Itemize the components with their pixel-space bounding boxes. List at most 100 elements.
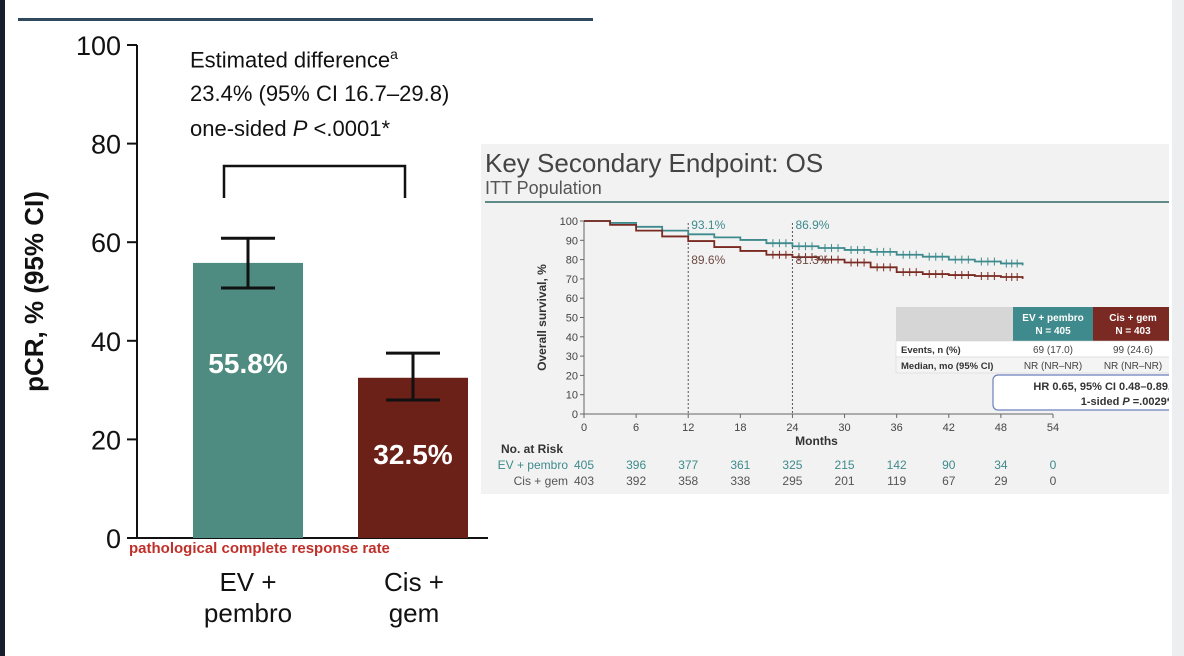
landmark-label-cis-gem: 89.6% [691,253,725,267]
hr-line2: 1-sided P =.0029* [1081,396,1169,408]
hr-line1: HR 0.65, 95% CI 0.48–0.89, [1033,381,1169,393]
estimated-difference-line: Estimated differencea [190,46,398,73]
bar-cis-gem [358,377,468,538]
y-tick-label: 100 [76,31,121,61]
risk-row-value: 119 [887,474,906,488]
table-header-cell [1013,307,1093,341]
estimated-difference-superscript: a [390,46,398,62]
km-x-axis-title: Months [795,434,838,448]
risk-row-value: 67 [942,474,956,488]
km-x-tick-label: 48 [995,422,1007,434]
km-y-axis-title: Overall survival, % [535,264,549,371]
table-row-value: NR (NR–NR) [1104,361,1162,372]
bar-ev-pembro [193,262,303,538]
km-y-tick-label: 20 [566,370,578,382]
hr-line2-value: =.0029* [1130,396,1169,408]
category-label-ev-pembro-line1: EV + [219,567,277,597]
category-label-cis-gem-line1: Cis + [384,567,444,597]
risk-row-value: 338 [730,474,750,488]
risk-row-value: 0 [1050,458,1057,472]
risk-row-value: 325 [782,458,802,472]
category-label-ev-pembro: EV + pembro [178,567,318,629]
km-x-tick-label: 24 [786,422,798,434]
category-label-cis-gem: Cis + gem [344,567,484,629]
risk-row-value: 215 [835,458,855,472]
risk-row-value: 201 [835,474,855,488]
hr-line2-prefix: 1-sided [1081,396,1123,408]
table-header-blank [896,307,1013,341]
risk-table-title: No. at Risk [501,442,563,456]
y-axis-title: pCR, % (95% CI) [19,191,49,392]
estimated-difference-text: Estimated difference [190,47,391,73]
risk-row-value: 392 [626,474,646,488]
table-row-label: Events, n (%) [901,345,961,356]
pcr-note-label: pathological complete response rate [129,540,390,557]
km-x-tick-label: 36 [891,422,903,434]
table-row-value: NR (NR–NR) [1024,361,1082,372]
category-label-ev-pembro-line2: pembro [203,598,293,628]
risk-row-value: 34 [994,458,1008,472]
risk-row-value: 0 [1050,474,1057,488]
km-x-tick-label: 12 [682,422,694,434]
risk-row-value: 358 [678,474,698,488]
table-row-label: Median, mo (95% CI) [901,361,993,372]
km-y-tick-label: 0 [572,409,578,421]
risk-row-value: 29 [994,474,1008,488]
landmark-label-cis-gem: 81.3% [795,253,829,267]
risk-row-value: 403 [574,474,594,488]
risk-row-value: 361 [730,458,750,472]
p-value-text: <.0001* [307,116,391,141]
top-rule [18,18,593,21]
risk-row-value: 396 [626,458,646,472]
km-x-tick-label: 18 [734,422,746,434]
risk-row-value: 377 [678,458,698,472]
km-x-tick-label: 6 [633,422,639,434]
bar-value-label: 55.8% [208,348,287,379]
km-y-tick-label: 40 [566,332,578,344]
difference-ci-text: 23.4% (95% CI 16.7–29.8) [190,81,450,106]
os-chart-title: Key Secondary Endpoint: OS [485,148,824,178]
km-y-tick-label: 90 [566,235,578,247]
km-x-tick-label: 54 [1047,422,1059,434]
os-chart-panel: Key Secondary Endpoint: OS ITT Populatio… [481,144,1169,494]
risk-row-label: Cis + gem [514,474,568,488]
landmark-label-ev-pembro: 93.1% [691,218,725,232]
km-y-tick-label: 70 [566,274,578,286]
table-row-value: 69 (17.0) [1033,345,1073,356]
left-edge-strip [0,0,5,656]
y-tick-label: 80 [91,130,121,160]
p-value-line: one-sided P <.0001* [190,116,390,142]
table-header-line2: N = 405 [1035,326,1071,337]
comparison-bracket [222,164,407,198]
km-curve-ev-pembro [584,220,1024,266]
os-chart-subtitle: ITT Population [485,178,602,198]
table-header-line1: EV + pembro [1022,313,1083,324]
y-tick-label: 40 [91,327,121,357]
landmark-label-ev-pembro: 86.9% [795,218,829,232]
risk-row-value: 405 [574,458,594,472]
km-y-tick-label: 10 [566,390,578,402]
km-curve-cis-gem [584,220,1024,279]
y-tick-label: 0 [106,524,121,554]
os-title-rule [485,201,1169,203]
p-value-letter: P [292,116,308,141]
km-y-tick-label: 30 [566,351,578,363]
km-y-tick-label: 50 [566,313,578,325]
km-y-tick-label: 60 [566,293,578,305]
risk-row-value: 295 [782,474,802,488]
km-x-tick-label: 30 [838,422,850,434]
y-tick-label: 60 [91,228,121,258]
km-y-tick-label: 100 [560,216,578,228]
table-row [895,356,1169,374]
risk-row-label: EV + pembro [498,458,569,472]
bar-value-label: 32.5% [373,439,452,470]
category-label-cis-gem-line2: gem [388,598,440,628]
table-header-line1: Cis + gem [1109,313,1157,324]
risk-row-value: 90 [942,458,956,472]
right-edge-strip [1172,0,1184,656]
y-tick-label: 20 [91,425,121,455]
km-y-tick-label: 80 [566,255,578,267]
km-x-tick-label: 42 [943,422,955,434]
table-header-cell [1093,307,1169,341]
